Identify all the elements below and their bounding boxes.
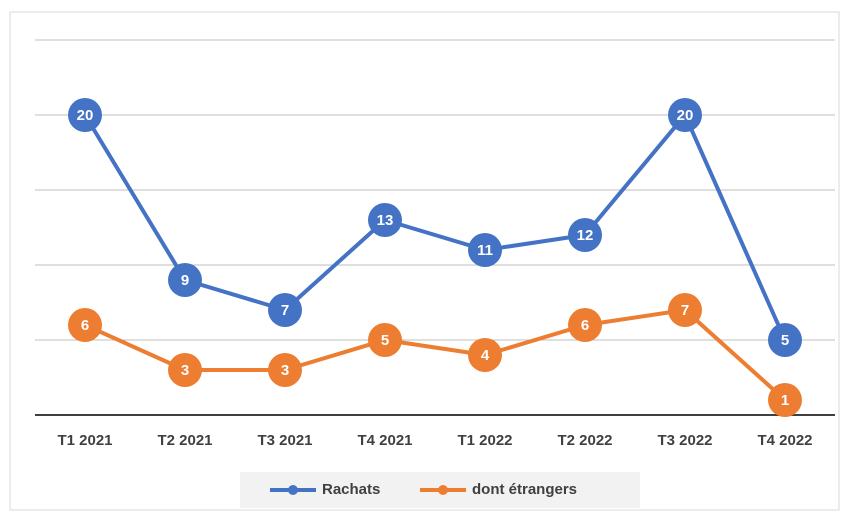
- data-point: [368, 323, 402, 357]
- data-label: 3: [281, 362, 289, 379]
- data-label: 13: [377, 212, 394, 229]
- data-label: 5: [381, 332, 389, 349]
- data-label: 11: [477, 242, 493, 259]
- data-point: [368, 203, 402, 237]
- data-label: 20: [77, 107, 94, 124]
- data-point: [468, 233, 502, 267]
- data-point: [568, 308, 602, 342]
- data-point: [168, 263, 202, 297]
- data-point: [668, 98, 702, 132]
- x-tick-label: T1 2021: [57, 432, 112, 449]
- legend-label: Rachats: [322, 481, 380, 498]
- data-point: [268, 293, 302, 327]
- x-tick-label: T3 2022: [657, 432, 712, 449]
- data-label: 20: [677, 107, 694, 124]
- data-label: 6: [581, 317, 589, 334]
- legend-marker: [438, 485, 448, 495]
- data-label: 4: [481, 347, 490, 364]
- data-point: [468, 338, 502, 372]
- data-point: [568, 218, 602, 252]
- x-tick-label: T3 2021: [257, 432, 312, 449]
- series-line: [83, 113, 787, 341]
- x-tick-label: T2 2021: [157, 432, 212, 449]
- chart-frame: [9, 11, 840, 511]
- data-point: [268, 353, 302, 387]
- data-point: [68, 308, 102, 342]
- data-label: 12: [577, 227, 594, 244]
- data-point: [168, 353, 202, 387]
- x-tick-label: T4 2021: [357, 432, 412, 449]
- x-tick-label: T4 2022: [757, 432, 812, 449]
- data-label: 9: [181, 272, 189, 289]
- x-tick-label: T1 2022: [457, 432, 512, 449]
- data-label: 5: [781, 332, 789, 349]
- data-point: [68, 98, 102, 132]
- data-point: [768, 383, 802, 417]
- data-label: 1: [781, 392, 789, 409]
- data-label: 6: [81, 317, 89, 334]
- legend-marker: [288, 485, 298, 495]
- data-label: 3: [181, 362, 189, 379]
- data-point: [668, 293, 702, 327]
- data-label: 7: [281, 302, 289, 319]
- legend-label: dont étrangers: [472, 481, 577, 498]
- x-tick-label: T2 2022: [557, 432, 612, 449]
- data-point: [768, 323, 802, 357]
- data-label: 7: [681, 302, 689, 319]
